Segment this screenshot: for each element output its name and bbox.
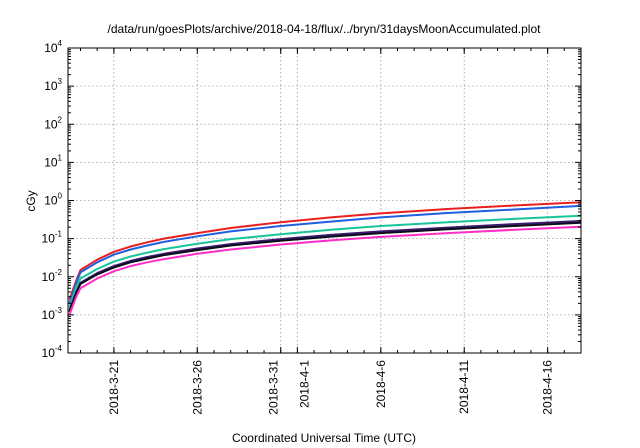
x-tick-label: 2018-4-1 [297,360,311,408]
y-axis-label: cGy [24,190,38,211]
series-line [68,214,582,308]
y-tick-label: 10-3 [42,306,63,322]
x-tick-label: 2018-3-26 [190,360,204,415]
series-line [68,225,582,316]
y-tick-base: 10 [44,117,58,131]
y-tick-exponent: 0 [58,192,63,201]
series-line [68,201,582,301]
y-tick-label: 103 [44,77,62,93]
series-line [68,221,582,313]
y-tick-label: 101 [44,153,62,169]
y-tick-label: 102 [44,115,62,131]
y-tick-base: 10 [44,41,58,55]
x-tick-label: 2018-4-16 [541,360,555,415]
x-tick-label: 2018-3-21 [107,360,121,415]
series-group [68,201,582,316]
x-tick-label: 2018-4-11 [457,360,471,414]
tick-marks [68,47,581,354]
series-line [68,220,582,311]
y-tick-exponent: 1 [58,153,63,162]
y-tick-base: 10 [42,232,56,246]
y-tick-base: 10 [44,194,58,208]
x-tick-label: 2018-4-6 [374,360,388,408]
y-tick-base: 10 [44,155,58,169]
y-tick-label: 10-1 [42,230,63,246]
y-tick-base: 10 [42,346,56,360]
y-tick-exponent: 3 [58,77,63,86]
y-tick-base: 10 [42,270,56,284]
y-tick-label: 10-4 [42,344,63,360]
series-line [68,204,582,304]
y-tick-exponent: 2 [58,115,63,124]
y-tick-base: 10 [44,79,58,93]
y-tick-label: 104 [44,39,62,55]
y-tick-exponent: -2 [55,268,63,277]
y-tick-exponent: -3 [55,306,63,315]
x-axis-label: Coordinated Universal Time (UTC) [232,431,416,445]
x-tick-label: 2018-3-31 [267,360,281,415]
y-tick-label: 100 [44,192,62,208]
y-tick-exponent: -4 [55,344,63,353]
y-tick-exponent: -1 [55,230,63,239]
y-tick-base: 10 [42,308,56,322]
y-tick-label: 10-2 [42,268,63,284]
chart-title: /data/run/goesPlots/archive/2018-04-18/f… [108,22,542,36]
x-tick-labels: 2018-3-21 2018-3-26 2018-3-31 2018-4-1 2018-… [107,360,555,415]
grid-lines [68,48,581,353]
y-tick-exponent: 4 [58,39,63,48]
